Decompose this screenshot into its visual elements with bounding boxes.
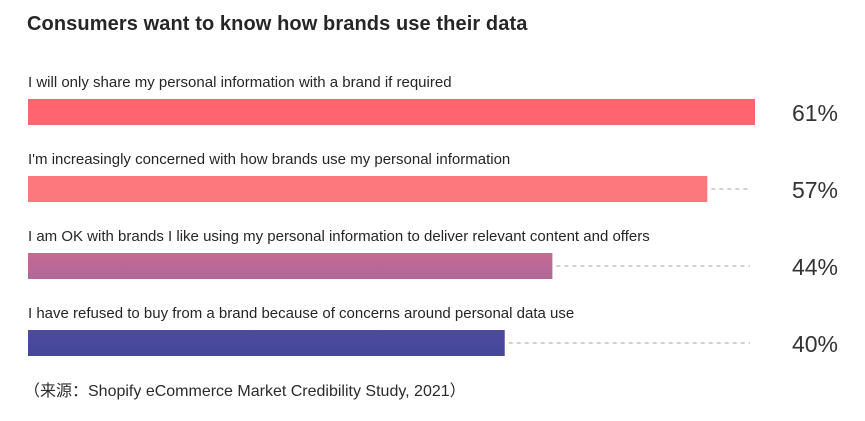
- value-label: 57%: [792, 177, 838, 203]
- chart-title: Consumers want to know how brands use th…: [27, 13, 528, 35]
- value-label: 61%: [792, 100, 838, 126]
- category-label: I'm increasingly concerned with how bran…: [28, 151, 510, 168]
- value-label: 44%: [792, 254, 838, 280]
- bar: [28, 253, 553, 279]
- category-label: I will only share my personal informatio…: [28, 74, 452, 91]
- source-note: （来源：Shopify eCommerce Market Credibility…: [24, 383, 466, 400]
- value-label: 40%: [792, 331, 838, 357]
- bar: [28, 176, 708, 202]
- bar: [28, 99, 755, 125]
- category-label: I am OK with brands I like using my pers…: [28, 228, 650, 245]
- bar: [28, 330, 505, 356]
- category-label: I have refused to buy from a brand becau…: [28, 305, 574, 322]
